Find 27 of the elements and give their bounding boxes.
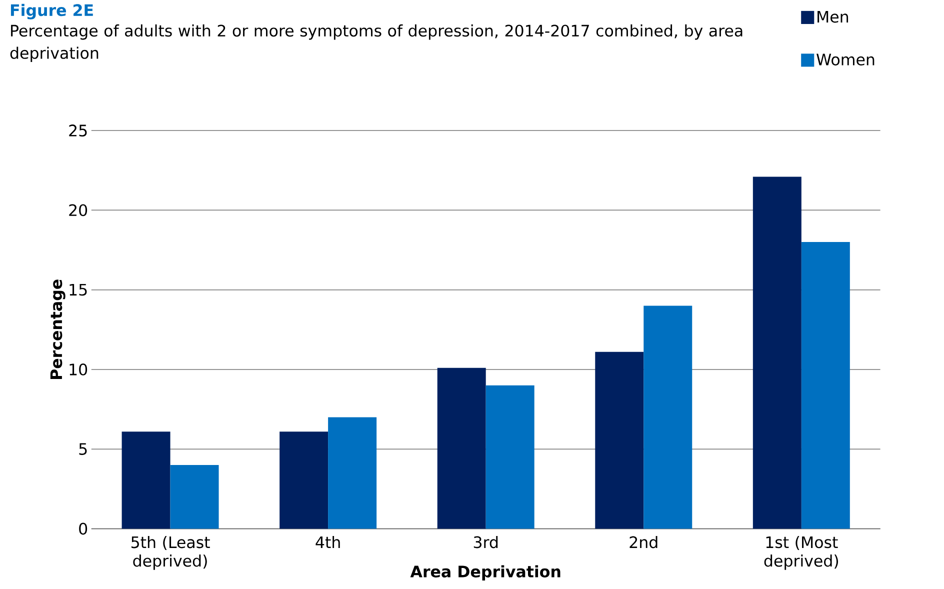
y-tick-label: 5 [79,443,87,455]
x-tick-label: 1st (Most deprived) [764,536,838,570]
legend-label: Men [818,10,848,23]
bar [280,431,328,529]
x-tick-label: 5th (Least deprived) [131,536,210,570]
chart-subtitle: Percentage of adults with 2 or more symptoms of depression, 2014-2017 combined, by area deprivation [10,24,742,62]
y-tick-label: 10 [70,363,88,376]
y-axis-title: Percentage [50,279,66,379]
y-tick-label: 15 [70,284,87,296]
y-tick-label: 20 [69,204,88,216]
chart-title: Figure 2E [10,4,93,20]
bar [752,176,802,529]
bar [486,385,534,529]
x-tick-label: 4th [316,536,340,548]
bar [644,306,692,529]
y-tick-label: 25 [69,124,87,136]
bar [437,368,486,529]
bar [595,352,644,529]
x-tick-label: 3rd [474,536,498,548]
x-tick-label: 2nd [630,536,658,548]
y-tick-label: 0 [79,522,88,535]
bar [328,417,377,529]
bar [801,242,850,529]
x-axis-title: Area Deprivation [410,565,560,580]
bar [170,464,219,529]
legend-label: Women [816,54,874,66]
bar [122,431,170,529]
